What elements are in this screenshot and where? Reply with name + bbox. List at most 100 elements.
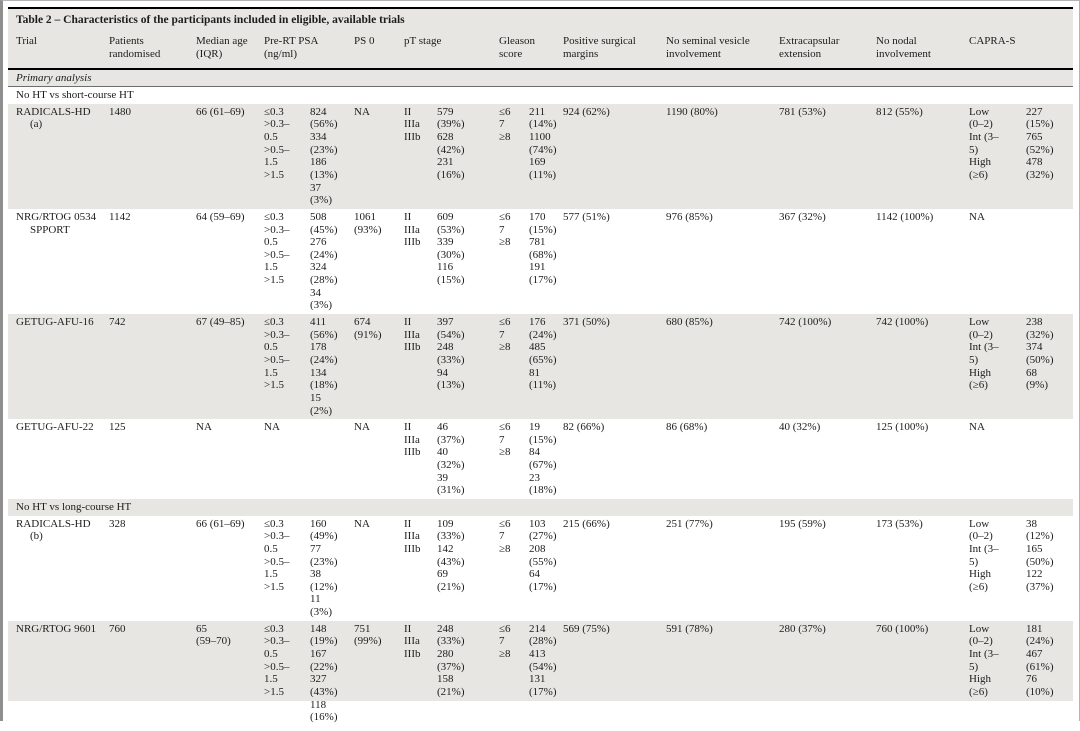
cell-extracapsular-extension: 40 (32%)	[779, 421, 821, 434]
table-title: Table 2 – Characteristics of the partici…	[8, 9, 1073, 34]
cell-median-age: 66 (61–69)	[196, 517, 245, 530]
cell-no-nodal-involvement: 125 (100%)	[876, 421, 929, 434]
cell-no-seminal-vesicle: 680 (85%)	[666, 316, 713, 329]
cell-pre-rt-psa: ≤0.3 >0.3– 0.5 >0.5– 1.5 >1.5 148 (19%) …	[264, 623, 354, 724]
cell-capra-s: NA	[969, 421, 1069, 497]
gleason-labels: ≤6 7 ≥8	[499, 105, 511, 144]
cell-positive-surgical-margins: 215 (66%)	[563, 517, 610, 530]
cell-trial: GETUG-AFU-16	[16, 316, 94, 329]
column-header-positive-surgical-margins: Positive surgical margins	[563, 35, 636, 60]
cell-extracapsular-extension: 195 (59%)	[779, 517, 826, 530]
capra-labels: Low (0–2) Int (3– 5) High (≥6)	[969, 105, 999, 181]
cell-no-seminal-vesicle: 976 (85%)	[666, 210, 713, 223]
cell-ps0: 751 (99%)	[354, 622, 382, 648]
gleason-labels: ≤6 7 ≥8	[499, 421, 511, 459]
cell-no-nodal-involvement: 760 (100%)	[876, 622, 929, 635]
table-row: RADICALS-HD (b) 328 66 (61–69) ≤0.3 >0.3…	[8, 515, 1073, 621]
cell-no-nodal-involvement: 173 (53%)	[876, 517, 923, 530]
cell-ps0: NA	[354, 517, 370, 530]
cell-positive-surgical-margins: 569 (75%)	[563, 622, 610, 635]
cell-pre-rt-psa: ≤0.3 >0.3– 0.5 >0.5– 1.5 >1.5 824 (56%) …	[264, 106, 354, 207]
psa-range-labels: ≤0.3 >0.3– 0.5 >0.5– 1.5 >1.5	[264, 316, 290, 392]
column-header-pre-rt-psa: Pre-RT PSA (ng/ml)	[264, 35, 319, 60]
cell-ps0: 674 (91%)	[354, 316, 382, 341]
cell-capra-s: NA	[969, 211, 1069, 312]
column-header-no-nodal-involvement: No nodal involvement	[876, 35, 931, 60]
cell-median-age: NA	[196, 421, 212, 434]
cell-capra-s: Low (0–2) Int (3– 5) High (≥6) 227 (15%)…	[969, 106, 1069, 207]
psa-values: 148 (19%) 167 (22%) 327 (43%) 118 (16%)	[310, 622, 338, 724]
cell-median-age: 64 (59–69)	[196, 210, 245, 223]
table-row: NRG/RTOG 9601 760 65 (59–70) ≤0.3 >0.3– …	[8, 620, 1073, 723]
capra-labels: Low (0–2) Int (3– 5) High (≥6)	[969, 517, 999, 593]
cell-gleason-score: ≤6 7 ≥8 211 (14%) 1100 (74%) 169 (11%)	[499, 106, 563, 207]
cell-no-nodal-involvement: 812 (55%)	[876, 105, 923, 118]
pt-stage-values: 397 (54%) 248 (33%) 94 (13%)	[437, 316, 465, 392]
capra-labels: NA	[969, 421, 985, 434]
cell-pt-stage: II IIIa IIIb 609 (53%) 339 (30%) 116 (15…	[404, 211, 499, 312]
gleason-values: 176 (24%) 485 (65%) 81 (11%)	[529, 316, 557, 392]
gleason-values: 211 (14%) 1100 (74%) 169 (11%)	[529, 105, 557, 181]
cell-patients-randomised: 1480	[109, 105, 131, 118]
capra-labels: NA	[969, 210, 985, 223]
cell-patients-randomised: 1142	[109, 210, 131, 223]
gleason-values: 19 (15%) 84 (67%) 23 (18%)	[529, 421, 557, 497]
cell-patients-randomised: 328	[109, 517, 126, 530]
cell-pt-stage: II IIIa IIIb 46 (37%) 40 (32%) 39 (31%)	[404, 421, 499, 497]
cell-capra-s: Low (0–2) Int (3– 5) High (≥6) 38 (12%) …	[969, 518, 1069, 619]
cell-pt-stage: II IIIa IIIb 397 (54%) 248 (33%) 94 (13%…	[404, 316, 499, 417]
cell-gleason-score: ≤6 7 ≥8 214 (28%) 413 (54%) 131 (17%)	[499, 623, 563, 724]
cell-positive-surgical-margins: 577 (51%)	[563, 210, 610, 223]
cell-pt-stage: II IIIa IIIb 579 (39%) 628 (42%) 231 (16…	[404, 106, 499, 207]
pt-stage-labels: II IIIa IIIb	[404, 421, 421, 459]
pt-stage-values: 109 (33%) 142 (43%) 69 (21%)	[437, 517, 465, 593]
cell-extracapsular-extension: 367 (32%)	[779, 210, 826, 223]
cell-pre-rt-psa: NA	[264, 421, 354, 497]
column-header-capra-s: CAPRA-S	[969, 35, 1016, 48]
table-header-row: Trial Patients randomised Median age (IQ…	[8, 33, 1073, 70]
cell-ps0: NA	[354, 105, 370, 118]
column-header-gleason-score: Gleason score	[499, 35, 536, 60]
cell-pre-rt-psa: ≤0.3 >0.3– 0.5 >0.5– 1.5 >1.5 411 (56%) …	[264, 316, 354, 417]
gleason-labels: ≤6 7 ≥8	[499, 622, 511, 661]
pt-stage-values: 46 (37%) 40 (32%) 39 (31%)	[437, 421, 465, 497]
cell-pt-stage: II IIIa IIIb 109 (33%) 142 (43%) 69 (21%…	[404, 518, 499, 619]
cell-trial: NRG/RTOG 9601	[16, 622, 97, 635]
column-header-pt-stage: pT stage	[404, 35, 442, 48]
gleason-values: 214 (28%) 413 (54%) 131 (17%)	[529, 622, 557, 698]
section-no-ht-vs-long-course-ht: No HT vs long-course HT	[8, 499, 1073, 516]
cell-ps0: 1061 (93%)	[354, 210, 382, 236]
cell-patients-randomised: 760	[109, 622, 126, 635]
gleason-values: 170 (15%) 781 (68%) 191 (17%)	[529, 210, 557, 287]
cell-gleason-score: ≤6 7 ≥8 170 (15%) 781 (68%) 191 (17%)	[499, 211, 563, 312]
table-row: NRG/RTOG 0534 SPPORT 1142 64 (59–69) ≤0.…	[8, 208, 1073, 315]
cell-pre-rt-psa: ≤0.3 >0.3– 0.5 >0.5– 1.5 >1.5 508 (45%) …	[264, 211, 354, 312]
cell-pre-rt-psa: ≤0.3 >0.3– 0.5 >0.5– 1.5 >1.5 160 (49%) …	[264, 518, 354, 619]
psa-range-labels: NA	[264, 421, 280, 434]
cell-capra-s: Low (0–2) Int (3– 5) High (≥6) 238 (32%)…	[969, 316, 1069, 417]
cell-trial: RADICALS-HD (a)	[16, 105, 91, 131]
capra-values: 227 (15%) 765 (52%) 478 (32%)	[1026, 105, 1054, 181]
column-header-ps0: PS 0	[354, 35, 375, 48]
cell-trial: GETUG-AFU-22	[16, 421, 94, 434]
cell-no-nodal-involvement: 742 (100%)	[876, 316, 929, 329]
cell-no-nodal-involvement: 1142 (100%)	[876, 210, 934, 223]
cell-no-seminal-vesicle: 1190 (80%)	[666, 105, 718, 118]
cell-no-seminal-vesicle: 591 (78%)	[666, 622, 713, 635]
gleason-labels: ≤6 7 ≥8	[499, 316, 511, 354]
column-header-trial: Trial	[16, 35, 37, 48]
column-header-no-seminal-vesicle: No seminal vesicle involvement	[666, 35, 750, 60]
cell-median-age: 67 (49–85)	[196, 316, 245, 329]
pt-stage-values: 579 (39%) 628 (42%) 231 (16%)	[437, 105, 465, 181]
capra-values: 238 (32%) 374 (50%) 68 (9%)	[1026, 316, 1054, 392]
cell-median-age: 65 (59–70)	[196, 622, 231, 648]
column-header-patients-randomised: Patients randomised	[109, 35, 161, 60]
pt-stage-labels: II IIIa IIIb	[404, 316, 421, 354]
psa-range-labels: ≤0.3 >0.3– 0.5 >0.5– 1.5 >1.5	[264, 622, 290, 698]
column-header-median-age: Median age (IQR)	[196, 35, 248, 60]
cell-capra-s: Low (0–2) Int (3– 5) High (≥6) 181 (24%)…	[969, 623, 1069, 724]
pt-stage-values: 609 (53%) 339 (30%) 116 (15%)	[437, 210, 465, 287]
capra-labels: Low (0–2) Int (3– 5) High (≥6)	[969, 316, 999, 392]
gleason-labels: ≤6 7 ≥8	[499, 210, 511, 249]
characteristics-table: Table 2 – Characteristics of the partici…	[8, 7, 1073, 731]
